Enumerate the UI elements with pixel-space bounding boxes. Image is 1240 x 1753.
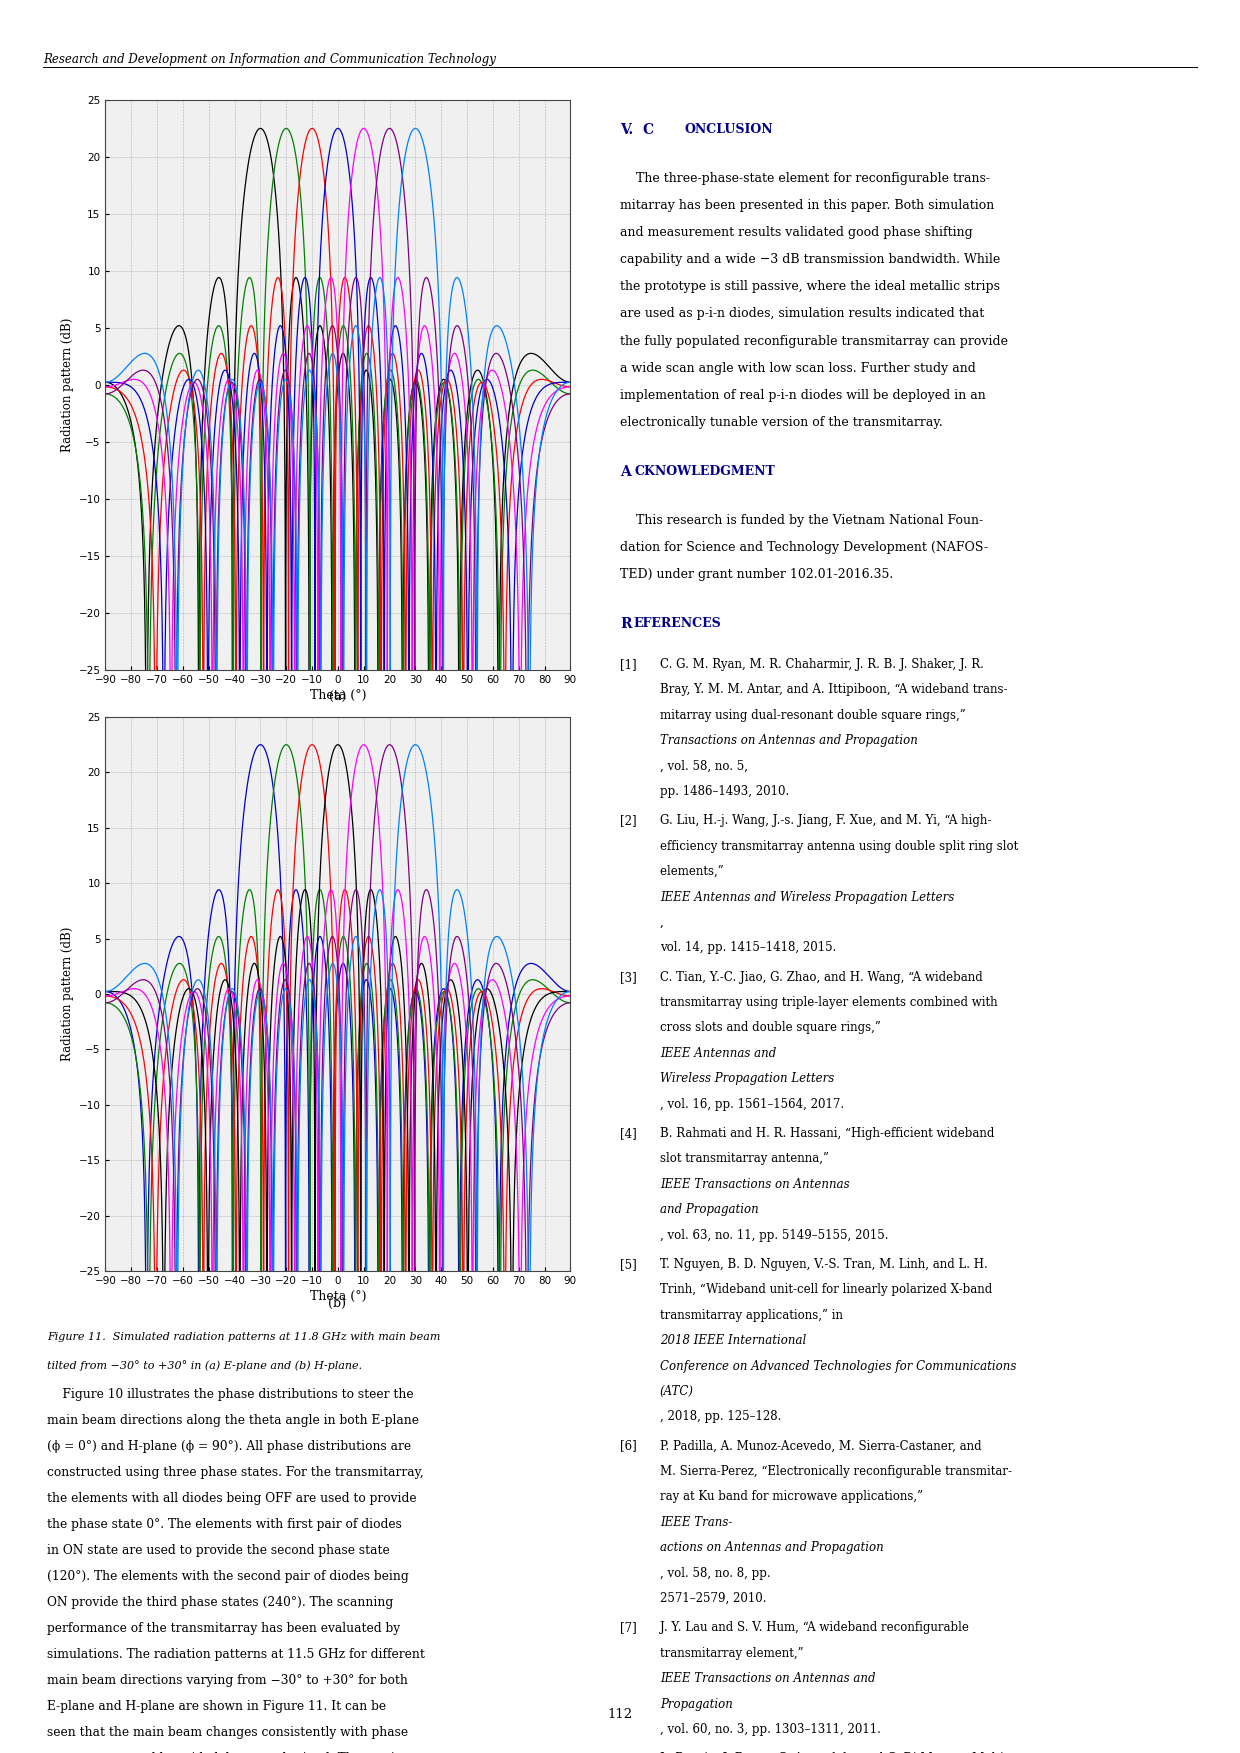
Text: capability and a wide −3 dB transmission bandwidth. While: capability and a wide −3 dB transmission… (620, 252, 1001, 266)
Text: TED) under grant number 102.01-2016.35.: TED) under grant number 102.01-2016.35. (620, 568, 893, 582)
Text: cross slots and double square rings,”: cross slots and double square rings,” (660, 1022, 884, 1034)
Text: Figure 11.  Simulated radiation patterns at 11.8 GHz with main beam: Figure 11. Simulated radiation patterns … (47, 1332, 440, 1343)
Text: seen that the main beam changes consistently with phase: seen that the main beam changes consiste… (47, 1725, 408, 1739)
X-axis label: Theta (°): Theta (°) (310, 689, 366, 701)
Text: dation for Science and Technology Development (NAFOS-: dation for Science and Technology Develo… (620, 542, 988, 554)
Text: [6]: [6] (620, 1439, 637, 1453)
Text: IEEE Transactions on Antennas: IEEE Transactions on Antennas (660, 1178, 849, 1190)
Text: [7]: [7] (620, 1622, 637, 1634)
Text: transmitarray applications,” in: transmitarray applications,” in (660, 1309, 847, 1322)
Text: , 2018, pp. 125–128.: , 2018, pp. 125–128. (660, 1411, 781, 1423)
Text: ON provide the third phase states (240°). The scanning: ON provide the third phase states (240°)… (47, 1595, 393, 1609)
Text: (ϕ = 0°) and H-plane (ϕ = 90°). All phase distributions are: (ϕ = 0°) and H-plane (ϕ = 90°). All phas… (47, 1441, 412, 1453)
Text: G. Liu, H.-j. Wang, J.-s. Jiang, F. Xue, and M. Yi, “A high-: G. Liu, H.-j. Wang, J.-s. Jiang, F. Xue,… (660, 815, 991, 827)
Text: Wireless Propagation Letters: Wireless Propagation Letters (660, 1073, 835, 1085)
Text: ray at Ku band for microwave applications,”: ray at Ku band for microwave application… (660, 1490, 926, 1504)
Text: J. Y. Lau and S. V. Hum, “A wideband reconfigurable: J. Y. Lau and S. V. Hum, “A wideband rec… (660, 1622, 968, 1634)
Text: in ON state are used to provide the second phase state: in ON state are used to provide the seco… (47, 1544, 389, 1557)
Text: M. Sierra-Perez, “Electronically reconfigurable transmitar-: M. Sierra-Perez, “Electronically reconfi… (660, 1466, 1012, 1478)
Text: P. Padilla, A. Munoz-Acevedo, M. Sierra-Castaner, and: P. Padilla, A. Munoz-Acevedo, M. Sierra-… (660, 1439, 981, 1453)
Text: B. Rahmati and H. R. Hassani, “High-efficient wideband: B. Rahmati and H. R. Hassani, “High-effi… (660, 1127, 994, 1139)
Text: , vol. 16, pp. 1561–1564, 2017.: , vol. 16, pp. 1561–1564, 2017. (660, 1097, 843, 1111)
Text: , vol. 58, no. 8, pp.: , vol. 58, no. 8, pp. (660, 1567, 770, 1579)
Text: transmitarray element,”: transmitarray element,” (660, 1646, 807, 1660)
Text: 2018 IEEE International: 2018 IEEE International (660, 1334, 806, 1346)
Text: IEEE Antennas and: IEEE Antennas and (660, 1047, 776, 1061)
Text: mitarray using dual-resonant double square rings,”: mitarray using dual-resonant double squa… (660, 708, 970, 722)
Text: tilted from −30° to +30° in (a) E-plane and (b) H-plane.: tilted from −30° to +30° in (a) E-plane … (47, 1360, 362, 1371)
Text: ONCLUSION: ONCLUSION (684, 123, 773, 135)
Text: (ATC): (ATC) (660, 1385, 693, 1397)
Text: constructed using three phase states. For the transmitarray,: constructed using three phase states. Fo… (47, 1466, 424, 1480)
Text: the fully populated reconfigurable transmitarray can provide: the fully populated reconfigurable trans… (620, 335, 1008, 347)
Text: , vol. 58, no. 5,: , vol. 58, no. 5, (660, 759, 748, 773)
Text: electronically tunable version of the transmitarray.: electronically tunable version of the tr… (620, 415, 942, 429)
Text: Propagation: Propagation (660, 1697, 733, 1711)
Text: IEEE Trans-: IEEE Trans- (660, 1516, 732, 1529)
Text: vol. 14, pp. 1415–1418, 2015.: vol. 14, pp. 1415–1418, 2015. (660, 941, 836, 954)
Text: [4]: [4] (620, 1127, 637, 1139)
Text: elements,”: elements,” (660, 866, 727, 878)
Text: mitarray has been presented in this paper. Both simulation: mitarray has been presented in this pape… (620, 198, 994, 212)
Text: the elements with all diodes being OFF are used to provide: the elements with all diodes being OFF a… (47, 1492, 417, 1506)
Text: IEEE Transactions on Antennas and: IEEE Transactions on Antennas and (660, 1672, 875, 1685)
Text: main beam directions along the theta angle in both E-plane: main beam directions along the theta ang… (47, 1415, 419, 1427)
Text: [3]: [3] (620, 971, 637, 983)
Text: C. Tian, Y.-C. Jiao, G. Zhao, and H. Wang, “A wideband: C. Tian, Y.-C. Jiao, G. Zhao, and H. Wan… (660, 971, 982, 983)
Text: the prototype is still passive, where the ideal metallic strips: the prototype is still passive, where th… (620, 280, 999, 293)
Text: E-plane and H-plane are shown in Figure 11. It can be: E-plane and H-plane are shown in Figure … (47, 1700, 386, 1713)
Text: 2571–2579, 2010.: 2571–2579, 2010. (660, 1592, 766, 1606)
Text: performance of the transmitarray has been evaluated by: performance of the transmitarray has bee… (47, 1622, 401, 1636)
Text: the phase state 0°. The elements with first pair of diodes: the phase state 0°. The elements with fi… (47, 1518, 402, 1530)
Text: are used as p-i-n diodes, simulation results indicated that: are used as p-i-n diodes, simulation res… (620, 307, 985, 321)
Text: R: R (620, 617, 631, 631)
Text: simulations. The radiation patterns at 11.5 GHz for different: simulations. The radiation patterns at 1… (47, 1648, 425, 1660)
Text: CKNOWLEDGMENT: CKNOWLEDGMENT (634, 465, 775, 479)
Text: implementation of real p-i-n diodes will be deployed in an: implementation of real p-i-n diodes will… (620, 389, 986, 401)
Text: C. G. M. Ryan, M. R. Chaharmir, J. R. B. J. Shaker, J. R.: C. G. M. Ryan, M. R. Chaharmir, J. R. B.… (660, 657, 983, 671)
Text: transmitarray using triple-layer elements combined with: transmitarray using triple-layer element… (660, 996, 997, 1010)
Text: Figure 10 illustrates the phase distributions to steer the: Figure 10 illustrates the phase distribu… (47, 1388, 414, 1401)
Text: and measurement results validated good phase shifting: and measurement results validated good p… (620, 226, 972, 238)
Text: a wide scan angle with low scan loss. Further study and: a wide scan angle with low scan loss. Fu… (620, 361, 976, 375)
Text: main beam directions varying from −30° to +30° for both: main beam directions varying from −30° t… (47, 1674, 408, 1686)
Text: This research is funded by the Vietnam National Foun-: This research is funded by the Vietnam N… (620, 514, 983, 528)
Text: , vol. 60, no. 3, pp. 1303–1311, 2011.: , vol. 60, no. 3, pp. 1303–1311, 2011. (660, 1723, 880, 1735)
Text: actions on Antennas and Propagation: actions on Antennas and Propagation (660, 1541, 883, 1555)
Text: Transactions on Antennas and Propagation: Transactions on Antennas and Propagation (660, 735, 918, 747)
Text: pp. 1486–1493, 2010.: pp. 1486–1493, 2010. (660, 785, 789, 798)
Text: [5]: [5] (620, 1259, 637, 1271)
Text: slot transmitarray antenna,”: slot transmitarray antenna,” (660, 1152, 832, 1166)
Text: and Propagation: and Propagation (660, 1203, 759, 1217)
Text: Trinh, “Wideband unit-cell for linearly polarized X-band: Trinh, “Wideband unit-cell for linearly … (660, 1283, 992, 1295)
Text: ,: , (660, 917, 663, 929)
Text: EFERENCES: EFERENCES (632, 617, 720, 631)
Text: [1]: [1] (620, 657, 636, 671)
Text: Conference on Advanced Technologies for Communications: Conference on Advanced Technologies for … (660, 1360, 1016, 1373)
Text: The three-phase-state element for reconfigurable trans-: The three-phase-state element for reconf… (620, 172, 990, 184)
Text: 112: 112 (608, 1709, 632, 1721)
Text: Research and Development on Information and Communication Technology: Research and Development on Information … (43, 53, 496, 65)
Text: (a): (a) (329, 691, 346, 703)
Text: IEEE Antennas and Wireless Propagation Letters: IEEE Antennas and Wireless Propagation L… (660, 891, 954, 903)
Text: (120°). The elements with the second pair of diodes being: (120°). The elements with the second pai… (47, 1571, 409, 1583)
Text: T. Nguyen, B. D. Nguyen, V.-S. Tran, M. Linh, and L. H.: T. Nguyen, B. D. Nguyen, V.-S. Tran, M. … (660, 1259, 987, 1271)
X-axis label: Theta (°): Theta (°) (310, 1290, 366, 1302)
Text: V.  C: V. C (620, 123, 655, 137)
Text: efficiency transmitarray antenna using double split ring slot: efficiency transmitarray antenna using d… (660, 840, 1018, 852)
Y-axis label: Radiation pattern (dB): Radiation pattern (dB) (61, 317, 74, 452)
Y-axis label: Radiation pattern (dB): Radiation pattern (dB) (61, 927, 74, 1061)
Text: , vol. 63, no. 11, pp. 5149–5155, 2015.: , vol. 63, no. 11, pp. 5149–5155, 2015. (660, 1229, 888, 1241)
Text: (b): (b) (329, 1297, 346, 1309)
Text: Bray, Y. M. M. Antar, and A. Ittipiboon, “A wideband trans-: Bray, Y. M. M. Antar, and A. Ittipiboon,… (660, 684, 1007, 696)
Text: A: A (620, 465, 631, 479)
Text: [2]: [2] (620, 815, 636, 827)
